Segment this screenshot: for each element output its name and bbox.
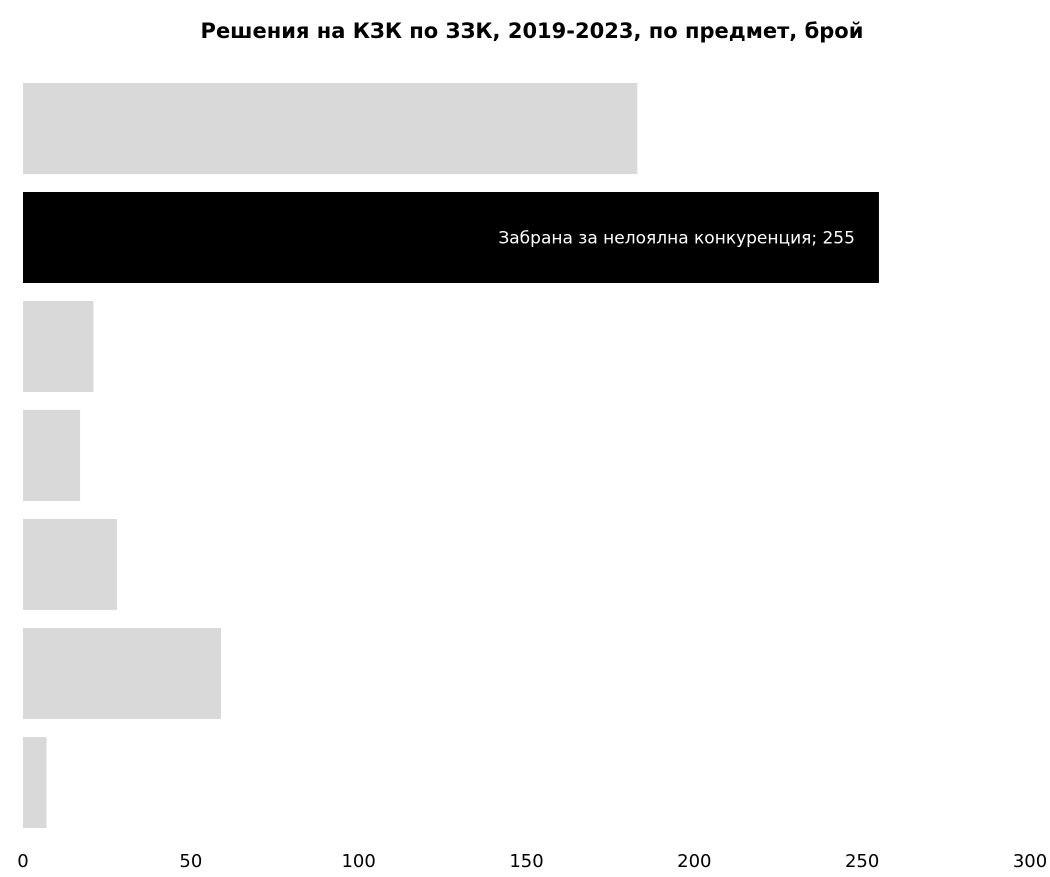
bars-group: Забрана за нелоялна конкуренция; 255 [23, 83, 879, 828]
chart-title: Решения на КЗК по ЗЗК, 2019-2023, по пре… [201, 19, 864, 43]
bar-4 [23, 410, 81, 501]
bar-1 [23, 83, 638, 174]
x-tick-label-250: 250 [845, 851, 879, 872]
bar-2-data-label: Забрана за нелоялна конкуренция; 255 [498, 229, 855, 249]
x-tick-label-150: 150 [509, 851, 543, 872]
x-tick-label-300: 300 [1013, 851, 1047, 872]
bar-6 [23, 628, 222, 719]
x-tick-label-50: 50 [179, 851, 202, 872]
bar-2 [23, 192, 879, 283]
x-tick-label-0: 0 [17, 851, 28, 872]
x-axis-ticks: 0 50 100 150 200 250 300 [17, 851, 1047, 872]
x-tick-label-200: 200 [677, 851, 711, 872]
x-tick-label-100: 100 [341, 851, 375, 872]
bar-7 [23, 737, 47, 828]
bar-3 [23, 301, 94, 392]
bar-5 [23, 519, 117, 610]
